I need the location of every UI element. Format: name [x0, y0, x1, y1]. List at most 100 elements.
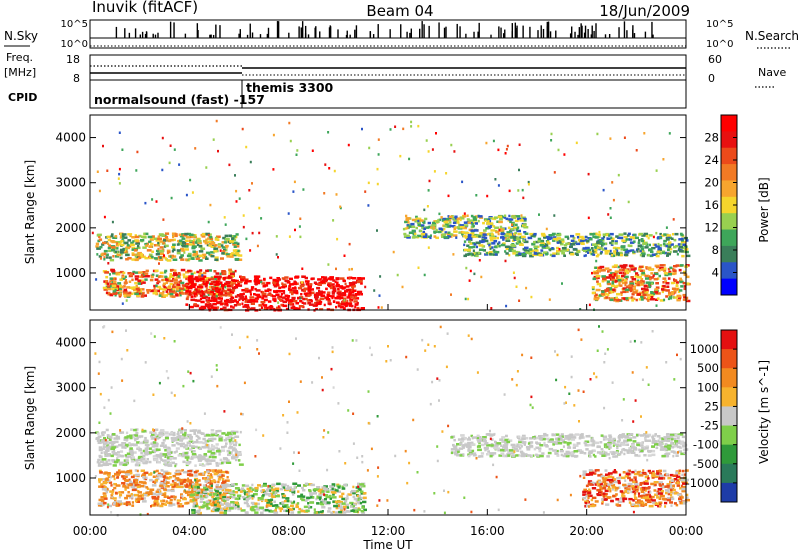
power-cell	[419, 229, 423, 233]
power-cell	[360, 277, 365, 280]
velocity-cell	[151, 436, 157, 440]
power-cell	[347, 302, 353, 305]
power-cell	[626, 290, 629, 293]
power-cell	[394, 125, 397, 128]
power-cell	[499, 225, 503, 229]
velocity-cell	[162, 459, 167, 462]
power-cell	[307, 287, 312, 290]
power-cell	[254, 300, 259, 303]
velocity-cell	[209, 469, 212, 472]
power-cell	[280, 293, 283, 296]
power-cell	[340, 277, 345, 280]
velocity-cell	[115, 504, 120, 507]
power-cell	[623, 264, 628, 267]
power-cell	[230, 284, 234, 287]
power-cell	[201, 274, 204, 277]
power-cell	[193, 235, 196, 238]
freq-label: Freq.	[6, 51, 33, 64]
power-cell	[657, 242, 660, 246]
power-cell	[545, 246, 550, 249]
power-cell	[96, 170, 99, 173]
power-cell	[533, 240, 536, 244]
power-cell	[528, 248, 533, 251]
velocity-cell	[680, 440, 684, 443]
power-cell	[193, 271, 196, 275]
velocity-cell	[184, 456, 190, 459]
velocity-cell	[226, 505, 232, 509]
power-cell	[119, 256, 123, 260]
velocity-cell	[113, 477, 116, 481]
velocity-cell	[114, 491, 118, 495]
power-cell	[327, 291, 331, 294]
velocity-cell	[176, 470, 181, 473]
velocity-cell	[125, 459, 129, 462]
velocity-cell	[134, 438, 137, 442]
power-cell	[158, 294, 163, 297]
velocity-cell	[246, 487, 252, 491]
velocity-cell	[608, 434, 612, 437]
power-cell	[517, 217, 521, 221]
velocity-cell	[149, 478, 153, 482]
power-cell	[201, 253, 207, 257]
velocity-cell	[221, 488, 225, 492]
power-cell	[172, 255, 177, 258]
power-cell	[107, 246, 111, 250]
power-cell	[677, 290, 681, 294]
velocity-cell	[130, 460, 135, 463]
power-cell	[512, 252, 516, 255]
velocity-cell	[135, 473, 140, 477]
power-cell	[210, 251, 215, 254]
velocity-cell	[343, 500, 348, 503]
power-cell	[306, 299, 310, 302]
power-cell	[162, 284, 166, 287]
power-cell	[310, 288, 314, 291]
velocity-cell	[207, 447, 212, 450]
velocity-cell	[154, 433, 158, 436]
velocity-cell	[133, 481, 139, 485]
power-cell	[654, 291, 659, 294]
velocity-cell	[221, 461, 224, 465]
velocity-cell	[173, 451, 177, 454]
power-cell	[556, 252, 560, 256]
power-cell	[340, 296, 344, 300]
velocity-cell	[198, 441, 203, 444]
power-cell	[599, 284, 602, 288]
velocity-cell	[215, 464, 220, 467]
power-cell	[490, 307, 493, 310]
velocity-cell	[221, 474, 224, 477]
nsky-tick-top: 10^5	[61, 19, 88, 30]
velocity-cell	[105, 449, 110, 452]
power-cell	[659, 248, 662, 251]
power-cell	[205, 232, 210, 236]
velocity-cell	[255, 508, 260, 511]
velocity-cell	[253, 493, 258, 496]
power-cell	[377, 138, 380, 141]
velocity-cell	[300, 493, 304, 497]
power-cell	[364, 190, 367, 193]
power-cell	[185, 245, 189, 248]
velocity-cell	[209, 486, 213, 490]
power-cell	[656, 292, 661, 295]
power-cell	[591, 286, 595, 289]
velocity-cell	[203, 477, 206, 480]
power-cell	[626, 234, 630, 237]
power-cell	[212, 138, 215, 141]
velocity-cell	[98, 454, 102, 458]
velocity-cell	[100, 441, 105, 444]
power-cell	[137, 282, 141, 285]
power-cell	[443, 236, 449, 239]
power-cell	[640, 245, 644, 248]
power-cell	[185, 271, 190, 274]
velocity-cell	[498, 454, 503, 457]
power-cell	[638, 232, 643, 236]
velocity-cell	[278, 507, 283, 510]
power-cell	[471, 253, 474, 256]
velocity-cell	[137, 494, 143, 498]
velocity-cell	[562, 445, 565, 448]
power-cell	[256, 280, 262, 283]
velocity-cell	[127, 470, 130, 473]
velocity-cell	[198, 508, 201, 512]
power-cell	[302, 297, 305, 301]
power-cell	[289, 277, 293, 281]
power-cell	[633, 285, 636, 288]
